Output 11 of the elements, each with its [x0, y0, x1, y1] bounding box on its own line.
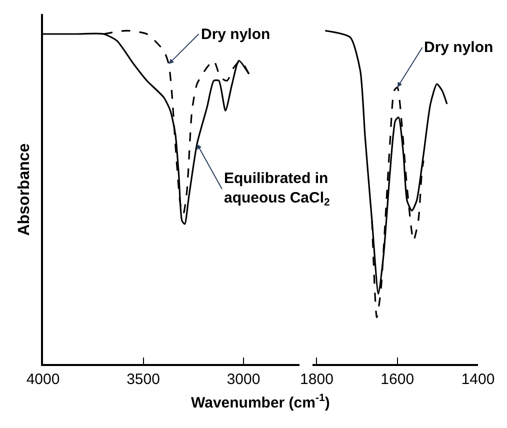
- x-axis-title: Wavenumber (cm$^{-1}$): [191, 392, 330, 412]
- x-tick-label: 1400: [461, 370, 495, 388]
- x-tick-label: 1800: [300, 370, 334, 388]
- x-tick-label: 3500: [126, 370, 160, 388]
- annotation: Dry nylon: [201, 26, 270, 43]
- y-axis-title: Absorbance: [16, 143, 33, 236]
- annotation: Dry nylon: [424, 39, 494, 56]
- annotation: Equilibrated in aqueous CaCl$_{2}$: [224, 170, 330, 209]
- x-tick-label: 1600: [380, 370, 414, 388]
- x-tick-label: 4000: [26, 370, 60, 388]
- x-tick-label: 3000: [226, 370, 260, 388]
